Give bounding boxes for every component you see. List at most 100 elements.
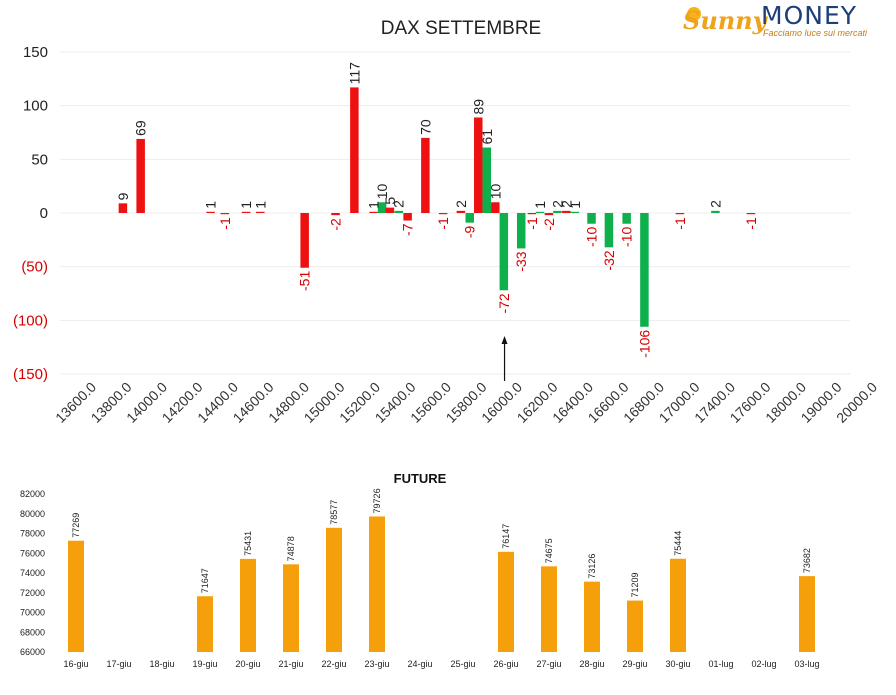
bar	[220, 213, 230, 215]
top-x-axis: 13600.013800.014000.014200.014400.014600…	[52, 379, 880, 426]
future-y-tick-label: 70000	[20, 608, 45, 618]
bar	[403, 213, 412, 221]
y-tick-label: 150	[23, 44, 48, 61]
data-label: -1	[524, 217, 540, 230]
data-label: 10	[487, 183, 503, 199]
bar	[544, 213, 554, 216]
bar	[256, 211, 265, 213]
future-x-tick-label: 30-giu	[665, 659, 690, 669]
future-bar	[670, 558, 686, 652]
future-bar	[240, 558, 256, 652]
future-y-tick-label: 74000	[20, 568, 45, 578]
future-data-label: 75431	[243, 531, 253, 556]
future-data-label: 75444	[673, 531, 683, 556]
data-label: 1	[532, 201, 548, 209]
sunny-money-logo: Sunny MONEY Facciamo luce sui mercati	[683, 1, 868, 38]
future-y-tick-label: 78000	[20, 529, 45, 539]
future-data-label: 77269	[71, 513, 81, 538]
future-title: FUTURE	[394, 471, 447, 486]
data-label: -32	[601, 250, 617, 270]
bar	[516, 213, 526, 249]
data-label: -7	[400, 223, 416, 236]
bar	[241, 211, 251, 213]
bar	[331, 213, 340, 216]
bar	[421, 137, 430, 213]
data-label: 5	[382, 197, 398, 205]
bar	[711, 210, 720, 213]
future-x-tick-label: 25-giu	[450, 659, 475, 669]
data-label: -2	[541, 218, 557, 231]
future-data-label: 73126	[587, 554, 597, 579]
bar	[474, 117, 483, 213]
bar	[206, 211, 215, 213]
future-data-label: 71209	[630, 573, 640, 598]
chart-title: DAX SETTEMBRE	[381, 18, 541, 39]
bar	[482, 147, 492, 213]
y-tick-label: 50	[31, 151, 48, 168]
bar	[438, 213, 448, 215]
future-y-tick-label: 80000	[20, 509, 45, 519]
bar	[118, 203, 128, 213]
bar	[746, 213, 756, 215]
y-tick-label: 0	[40, 205, 48, 222]
future-x-tick-label: 18-giu	[149, 659, 174, 669]
future-x-tick-label: 24-giu	[407, 659, 432, 669]
sun-logo-icon	[687, 7, 701, 21]
future-x-tick-label: 21-giu	[278, 659, 303, 669]
future-y-tick-label: 76000	[20, 548, 45, 558]
future-x-tick-label: 03-lug	[794, 659, 819, 669]
future-x-tick-label: 22-giu	[321, 659, 346, 669]
bar	[604, 213, 614, 248]
data-label: -1	[743, 217, 759, 230]
up-arrow-icon	[501, 336, 508, 381]
data-label: 70	[417, 119, 433, 135]
future-bar	[627, 600, 643, 652]
data-label: 1	[238, 201, 254, 209]
future-x-axis: 16-giu 17-giu 18-giu 19-giu 20-giu 21-giu 22-g…	[63, 659, 819, 669]
data-label: -72	[496, 293, 512, 313]
future-x-tick-label: 26-giu	[493, 659, 518, 669]
data-label: 2	[549, 200, 565, 208]
data-label: 61	[479, 129, 495, 145]
future-bar	[68, 540, 84, 652]
data-label: -2	[328, 218, 344, 231]
future-data-label: 76147	[501, 524, 511, 549]
bar	[385, 207, 395, 213]
future-x-tick-label: 20-giu	[235, 659, 260, 669]
data-label: 117	[346, 62, 362, 85]
data-label: -10	[584, 227, 600, 247]
bar	[491, 202, 500, 213]
future-x-tick-label: 16-giu	[63, 659, 88, 669]
data-label: -33	[513, 251, 529, 271]
data-label: 1	[366, 201, 382, 209]
future-bar	[498, 551, 514, 652]
future-y-tick-label: 68000	[20, 627, 45, 637]
future-bars	[68, 516, 815, 652]
top-bars	[118, 87, 756, 327]
bar	[465, 213, 474, 223]
future-bar	[283, 564, 299, 652]
data-label: 1	[203, 201, 219, 209]
data-label: -1	[435, 217, 451, 230]
future-bar	[799, 576, 815, 652]
bar	[675, 213, 685, 215]
future-data-labels: 77269 71647 75431 74878 78577 79726 76147 74675…	[71, 488, 812, 597]
future-bar	[369, 516, 385, 652]
data-label: 2	[391, 200, 407, 208]
future-data-label: 71647	[200, 568, 210, 593]
bar	[640, 213, 649, 327]
bar	[350, 87, 359, 213]
bar	[527, 213, 537, 215]
y-tick-label: (50)	[21, 259, 48, 276]
bar	[394, 210, 403, 213]
bar	[499, 213, 509, 291]
future-y-axis: 82000 80000 78000 76000 74000 72000 70000 68000…	[20, 489, 45, 657]
bar	[562, 210, 571, 213]
y-tick-label: (150)	[13, 366, 48, 383]
top-gridlines	[60, 51, 850, 375]
future-data-label: 78577	[329, 500, 339, 525]
future-x-tick-label: 17-giu	[106, 659, 131, 669]
future-x-tick-label: 02-lug	[751, 659, 776, 669]
data-label: 69	[133, 120, 149, 136]
